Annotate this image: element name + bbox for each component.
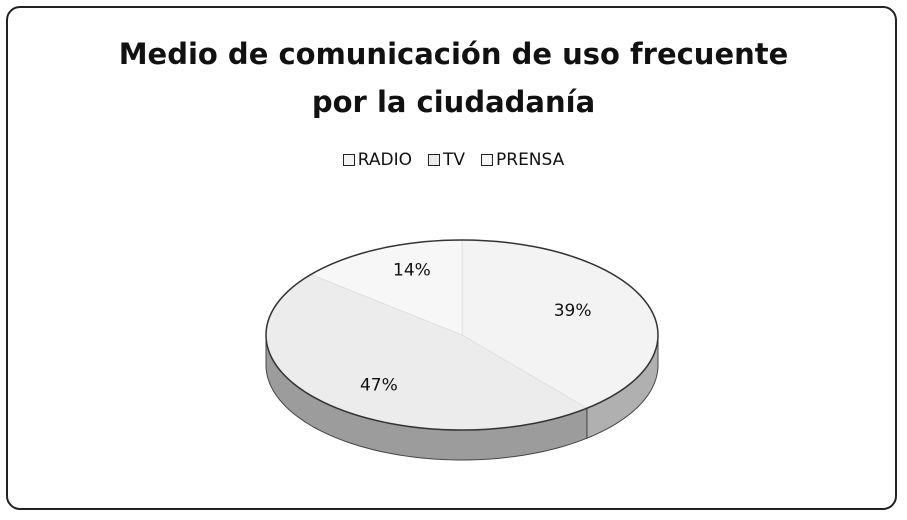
pie-outline	[265, 239, 659, 431]
legend-item: TV	[427, 150, 465, 170]
data-label: 39%	[554, 301, 592, 321]
legend-swatch	[427, 154, 440, 166]
legend-item: PRENSA	[481, 150, 564, 170]
legend: RADIO TV PRENSA	[0, 150, 907, 170]
data-label: 47%	[360, 375, 398, 395]
legend-swatch	[481, 154, 493, 166]
legend-label: TV	[442, 150, 465, 170]
legend-item: RADIO	[342, 150, 412, 170]
legend-label: RADIO	[357, 150, 412, 170]
legend-swatch	[342, 154, 355, 166]
chart-title: Medio de comunicación de uso frecuente p…	[118, 37, 789, 119]
data-label: 14%	[393, 261, 431, 281]
legend-label: PRENSA	[496, 150, 565, 170]
chart-frame	[6, 6, 897, 510]
